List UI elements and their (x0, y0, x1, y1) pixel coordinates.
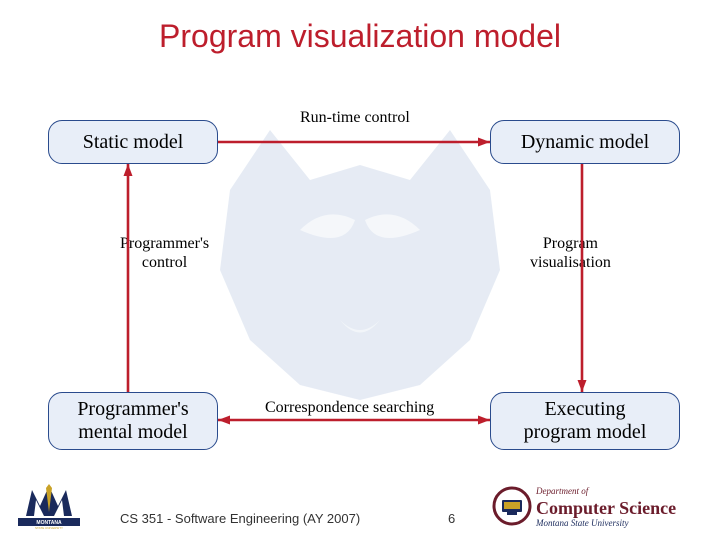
edge-label-programmer-ctrl: Programmer'scontrol (120, 234, 209, 272)
node-static-model: Static model (48, 120, 218, 164)
page-number: 6 (448, 511, 455, 526)
edge-label-correspondence: Correspondence searching (265, 398, 434, 417)
edge-label-runtime: Run-time control (300, 108, 410, 127)
edge-label-program-vis: Programvisualisation (530, 234, 611, 272)
cs-dept-logo: Department of Computer Science Montana S… (492, 480, 702, 532)
footer-course: CS 351 - Software Engineering (AY 2007) (120, 511, 360, 526)
svg-text:Department of: Department of (535, 486, 590, 496)
bobcat-watermark (190, 110, 530, 410)
node-dynamic-model: Dynamic model (490, 120, 680, 164)
node-mental-model: Programmer'smental model (48, 392, 218, 450)
svg-text:STATE UNIVERSITY: STATE UNIVERSITY (35, 526, 63, 530)
node-exec-model: Executingprogram model (490, 392, 680, 450)
svg-text:Computer Science: Computer Science (536, 498, 676, 518)
msu-logo: MONTANA STATE UNIVERSITY (18, 482, 80, 530)
slide-title: Program visualization model (0, 18, 720, 55)
svg-text:Montana State University: Montana State University (535, 518, 628, 528)
